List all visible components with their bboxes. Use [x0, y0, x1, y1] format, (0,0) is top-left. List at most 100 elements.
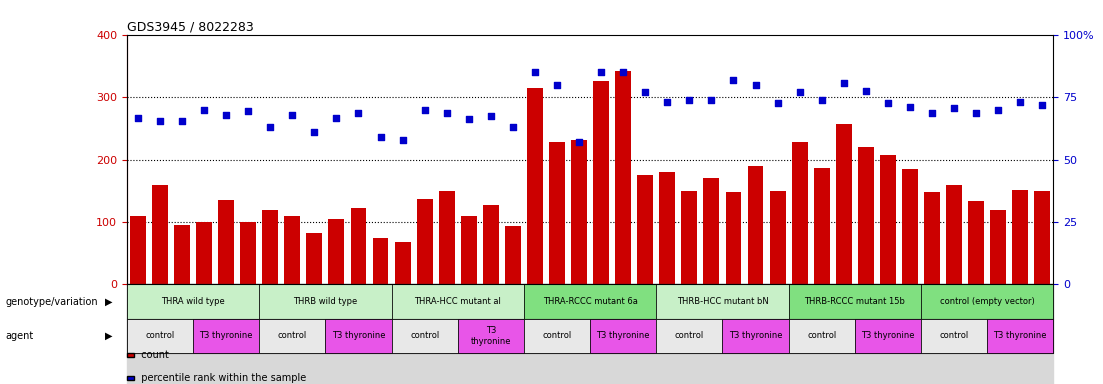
- Point: [614, 69, 632, 75]
- Text: T3 thyronine: T3 thyronine: [597, 331, 650, 340]
- Text: control: control: [543, 331, 571, 340]
- Text: agent: agent: [6, 331, 34, 341]
- Bar: [902, 169, 918, 285]
- Bar: [524, 285, 656, 319]
- Point: [504, 124, 522, 130]
- Bar: [483, 205, 499, 285]
- Point: [482, 113, 500, 119]
- Text: T3 thyronine: T3 thyronine: [332, 331, 385, 340]
- Text: control: control: [278, 331, 307, 340]
- Bar: [152, 184, 168, 285]
- Point: [1011, 98, 1029, 104]
- Point: [416, 106, 433, 113]
- Point: [129, 115, 147, 121]
- Text: control: control: [410, 331, 439, 340]
- Bar: [722, 319, 789, 353]
- Bar: [373, 238, 388, 285]
- Text: GDS3945 / 8022283: GDS3945 / 8022283: [127, 20, 254, 33]
- Point: [394, 136, 411, 142]
- Bar: [660, 172, 675, 285]
- Bar: [789, 285, 921, 319]
- Bar: [392, 319, 458, 353]
- Bar: [836, 124, 852, 285]
- Text: THRA wild type: THRA wild type: [161, 297, 225, 306]
- Bar: [792, 142, 807, 285]
- Text: THRB wild type: THRB wild type: [293, 297, 357, 306]
- Text: T3 thyronine: T3 thyronine: [729, 331, 782, 340]
- Bar: [549, 142, 565, 285]
- Point: [173, 118, 191, 124]
- Bar: [814, 168, 829, 285]
- Bar: [395, 242, 410, 285]
- Point: [703, 97, 720, 103]
- Point: [967, 110, 985, 116]
- Bar: [921, 285, 1053, 319]
- Bar: [329, 219, 344, 285]
- Bar: [968, 201, 984, 285]
- Bar: [748, 166, 763, 285]
- Point: [945, 105, 963, 111]
- Bar: [921, 319, 987, 353]
- Point: [857, 88, 875, 94]
- Bar: [858, 147, 874, 285]
- Point: [1034, 102, 1051, 108]
- Bar: [880, 154, 896, 285]
- Text: ▶: ▶: [106, 331, 113, 341]
- Point: [747, 81, 764, 88]
- Bar: [946, 184, 962, 285]
- Point: [725, 77, 742, 83]
- Text: THRB-HCC mutant bN: THRB-HCC mutant bN: [676, 297, 769, 306]
- Point: [989, 106, 1007, 113]
- Point: [813, 97, 831, 103]
- Bar: [218, 200, 234, 285]
- Bar: [770, 191, 785, 285]
- Text: THRA-HCC mutant al: THRA-HCC mutant al: [415, 297, 501, 306]
- Bar: [127, 285, 259, 319]
- Point: [372, 134, 389, 140]
- Point: [151, 118, 169, 124]
- Text: control: control: [675, 331, 704, 340]
- Bar: [638, 175, 653, 285]
- Point: [548, 81, 566, 88]
- Bar: [1013, 190, 1028, 285]
- Point: [328, 115, 345, 121]
- Point: [923, 110, 941, 116]
- Text: THRA-RCCC mutant 6a: THRA-RCCC mutant 6a: [543, 297, 638, 306]
- Point: [570, 139, 588, 145]
- Bar: [855, 319, 921, 353]
- Bar: [615, 71, 631, 285]
- Point: [526, 69, 544, 75]
- Bar: [263, 210, 278, 285]
- Bar: [527, 88, 543, 285]
- Bar: [351, 208, 366, 285]
- Bar: [704, 178, 719, 285]
- Bar: [458, 319, 524, 353]
- Bar: [240, 222, 256, 285]
- Point: [239, 108, 257, 114]
- Bar: [285, 216, 300, 285]
- Point: [769, 100, 786, 106]
- Bar: [461, 216, 476, 285]
- Bar: [417, 199, 432, 285]
- Bar: [130, 216, 146, 285]
- Bar: [524, 319, 590, 353]
- Text: T3 thyronine: T3 thyronine: [994, 331, 1047, 340]
- Point: [195, 106, 213, 113]
- Bar: [505, 227, 521, 285]
- Bar: [325, 319, 392, 353]
- Point: [658, 98, 676, 104]
- Text: count: count: [136, 350, 170, 360]
- Point: [681, 97, 698, 103]
- Point: [901, 103, 919, 109]
- Bar: [392, 285, 524, 319]
- Text: T3 thyronine: T3 thyronine: [200, 331, 253, 340]
- Text: control: control: [807, 331, 836, 340]
- Bar: [590, 319, 656, 353]
- Point: [261, 124, 279, 130]
- Point: [879, 100, 897, 106]
- Text: genotype/variation: genotype/variation: [6, 296, 98, 306]
- Bar: [307, 233, 322, 285]
- Bar: [682, 191, 697, 285]
- Bar: [259, 319, 325, 353]
- Point: [460, 116, 478, 122]
